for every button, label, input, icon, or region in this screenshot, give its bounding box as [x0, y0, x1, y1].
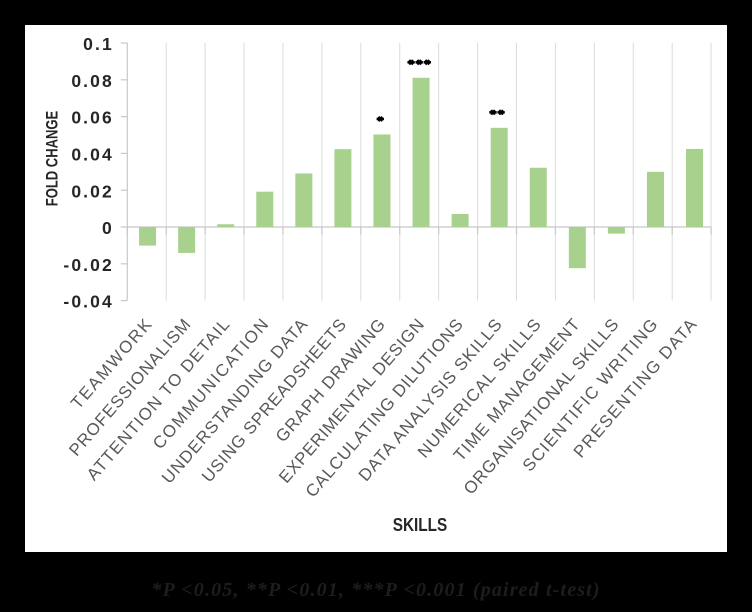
svg-text:0.08: 0.08: [71, 71, 113, 91]
svg-text:0.06: 0.06: [71, 108, 113, 128]
svg-text:0.1: 0.1: [83, 34, 114, 54]
svg-text:FOLD CHANGE: FOLD CHANGE: [42, 111, 61, 207]
svg-text:SKILLS: SKILLS: [393, 514, 448, 535]
svg-text:0.04: 0.04: [71, 145, 113, 165]
svg-text:0.02: 0.02: [71, 181, 113, 201]
svg-text:-0.04: -0.04: [63, 292, 113, 312]
svg-text:-0.02: -0.02: [63, 255, 113, 275]
svg-text:0: 0: [102, 218, 114, 238]
